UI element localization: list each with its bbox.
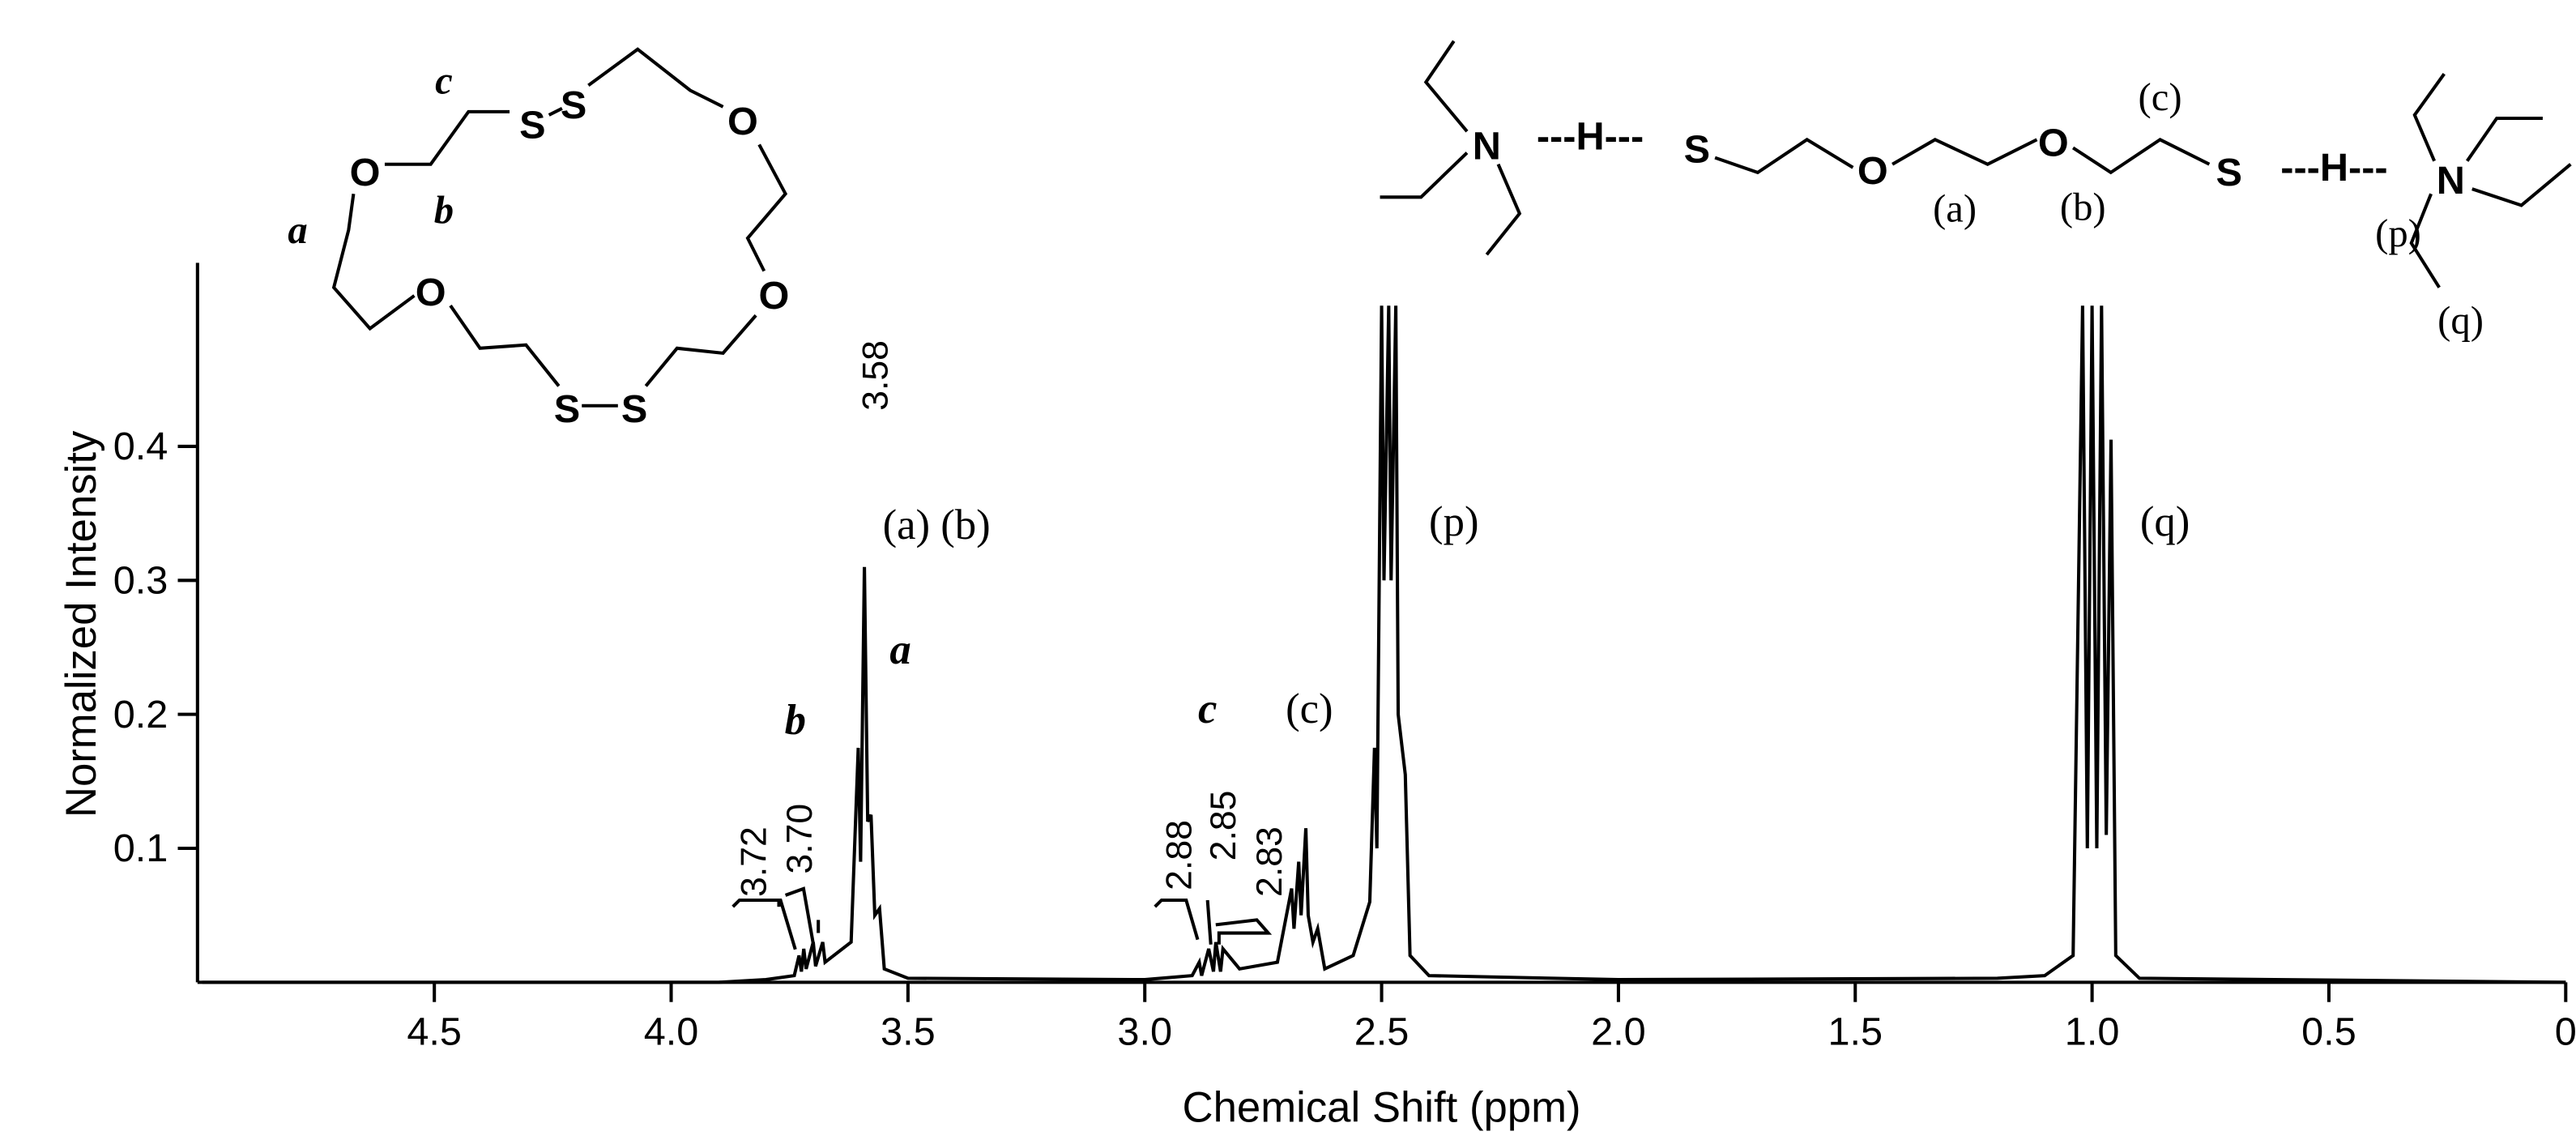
peak-assignment: a <box>889 626 911 673</box>
atom: N <box>2437 159 2465 203</box>
peak-assignment: (c) <box>1286 685 1333 732</box>
atom: O <box>2038 122 2069 165</box>
atom: S <box>561 83 586 127</box>
atom: O <box>759 274 790 318</box>
peak-shift-label: 2.88 <box>1159 820 1199 890</box>
peak-shift-label: 2.83 <box>1250 826 1290 897</box>
atom: O <box>1857 149 1888 193</box>
structure-label: b <box>434 189 454 233</box>
y-tick-label: 0.3 <box>113 559 168 603</box>
peak-assignment: (a) (b) <box>883 502 991 549</box>
atom: ---H--- <box>2280 146 2387 190</box>
peak-assignment: (q) <box>2140 498 2190 545</box>
structure-label: (b) <box>2060 186 2106 229</box>
atom: S <box>519 103 545 147</box>
structure-label: (c) <box>2139 75 2182 119</box>
x-tick-label: 3.0 <box>1117 1010 1172 1053</box>
atom: N <box>1473 125 1501 169</box>
atom: S <box>1684 128 1710 172</box>
y-tick-label: 0.1 <box>113 826 168 870</box>
crown-structure: S S O O O O S S c a b <box>288 47 790 431</box>
x-axis-title: Chemical Shift (ppm) <box>1183 1084 1581 1132</box>
y-tick-label: 0.4 <box>113 425 168 468</box>
x-tick-label: 4.0 <box>644 1010 699 1053</box>
x-tick-label: 4.5 <box>407 1010 462 1053</box>
peak-shift-label: 3.70 <box>780 804 820 874</box>
peak-assignment: b <box>785 697 806 744</box>
complex-structure: N ---H--- S O O S ---H--- N (a) (b) (c) … <box>1380 40 2572 343</box>
peak-assignment: (p) <box>1429 498 1478 545</box>
peak-shift-label: 3.58 <box>855 340 895 411</box>
x-tick-label: 0 <box>2555 1010 2576 1053</box>
y-tick-label: 0.2 <box>113 693 168 737</box>
atom: S <box>621 387 647 431</box>
x-tick-label: 2.5 <box>1354 1010 1410 1053</box>
atom: S <box>2216 151 2241 194</box>
atom: O <box>350 151 381 194</box>
x-tick-label: 3.5 <box>881 1010 936 1053</box>
structure-label: a <box>288 208 307 252</box>
atom: S <box>554 387 580 431</box>
spectrum-line <box>202 305 2566 984</box>
atom: ---H--- <box>1537 114 1644 158</box>
atom: O <box>727 100 758 143</box>
atom: O <box>416 271 446 314</box>
x-tick-label: 1.0 <box>2065 1010 2120 1053</box>
structure-label: (a) <box>1933 187 1977 231</box>
peak-shift-label: 3.72 <box>734 826 774 897</box>
peak-assignment: c <box>1198 685 1217 732</box>
structure-label: c <box>435 59 453 103</box>
x-tick-label: 1.5 <box>1828 1010 1883 1053</box>
y-axis-title: Normalized Intensity <box>58 430 105 818</box>
structure-label: (p) <box>2375 211 2421 255</box>
x-tick-label: 0.5 <box>2301 1010 2356 1053</box>
x-tick-label: 2.0 <box>1591 1010 1646 1053</box>
peak-shift-label: 2.85 <box>1204 791 1243 861</box>
structure-label: (q) <box>2437 299 2484 343</box>
